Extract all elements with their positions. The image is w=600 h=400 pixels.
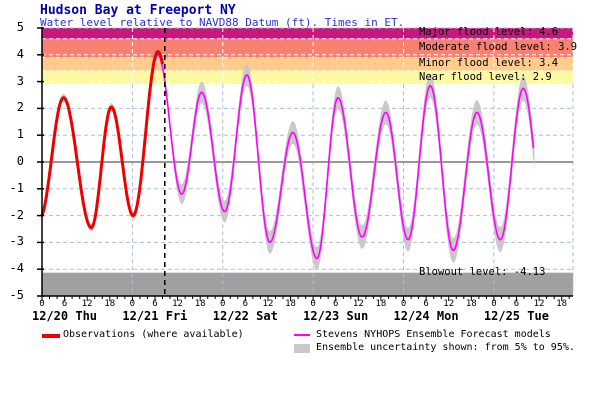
hour-label: 18 (104, 299, 116, 309)
hour-label: 6 (423, 299, 429, 309)
blowout-level-label: Blowout level: -4.13 (419, 265, 546, 278)
hour-label: 0 (310, 299, 316, 309)
uncertainty-band-swatch (294, 344, 310, 353)
observations-line (40, 49, 164, 230)
y-axis-label: -1 (9, 180, 24, 195)
hour-label: 6 (61, 299, 68, 309)
hour-label: 12 (262, 299, 274, 309)
flood-band-2 (42, 57, 573, 71)
hour-label: 12 (533, 299, 545, 309)
y-axis-label: 4 (16, 46, 24, 61)
y-axis-label: 2 (16, 100, 24, 115)
date-label: 12/21 Fri (122, 309, 188, 323)
hour-label: 0 (400, 299, 407, 309)
hour-label: 18 (285, 299, 296, 309)
flood-band-0 (42, 28, 573, 39)
date-label: 12/20 Thu (32, 309, 98, 323)
chart-title: Hudson Bay at Freeport NY (40, 3, 236, 18)
y-axis-label: 5 (16, 20, 24, 34)
hour-label: 12 (352, 299, 364, 309)
hour-label: 12 (443, 299, 455, 309)
flood-level-label: Minor flood level: 3.4 (419, 57, 559, 70)
forecast-line (41, 53, 535, 260)
flood-level-label: Near flood level: 2.9 (419, 70, 552, 83)
hour-label: 18 (375, 299, 387, 309)
hour-label: 6 (513, 299, 520, 309)
y-axis-label: -5 (9, 288, 24, 302)
flood-band-3 (42, 70, 573, 85)
observations-legend-label: Observations (where available) (63, 329, 244, 340)
date-label: 12/24 Mon (393, 309, 459, 323)
hour-label: 12 (172, 299, 183, 309)
hour-label: 6 (152, 299, 158, 309)
observations-line-swatch (42, 334, 60, 338)
hour-label: 18 (465, 299, 477, 309)
hour-label: 6 (242, 299, 249, 309)
chart-subtitle: Water level relative to NAVD88 Datum (ft… (40, 16, 405, 29)
hour-label: 0 (129, 299, 136, 309)
hour-label: 0 (491, 299, 497, 309)
y-axis-label: 3 (16, 73, 24, 88)
hour-label: 6 (333, 299, 339, 309)
hour-label: 0 (39, 299, 45, 309)
y-axis-label: 0 (16, 154, 24, 168)
blowout-band (42, 272, 573, 296)
date-label: 12/22 Sat (212, 309, 278, 323)
hour-label: 12 (81, 299, 93, 309)
forecast-line-swatch (294, 334, 310, 336)
hour-label: 0 (220, 299, 226, 309)
y-axis-label: -3 (9, 234, 24, 249)
y-axis-label: 1 (16, 127, 24, 142)
flood-level-label: Moderate flood level: 3.9 (419, 41, 578, 54)
hour-label: 18 (194, 299, 206, 309)
date-label: 12/25 Tue (483, 309, 549, 323)
flood-band-1 (42, 38, 573, 58)
uncertainty-legend-label: Ensemble uncertainty shown: from 5% to 9… (316, 342, 575, 353)
y-axis-label: -2 (9, 207, 24, 222)
date-label: 12/23 Sun (303, 309, 369, 323)
flood-level-label: Major flood level: 4.6 (419, 26, 559, 39)
forecast-legend-label: Stevens NYHOPS Ensemble Forecast models (316, 329, 551, 340)
y-axis-label: -4 (9, 261, 24, 276)
hour-label: 18 (556, 299, 568, 309)
